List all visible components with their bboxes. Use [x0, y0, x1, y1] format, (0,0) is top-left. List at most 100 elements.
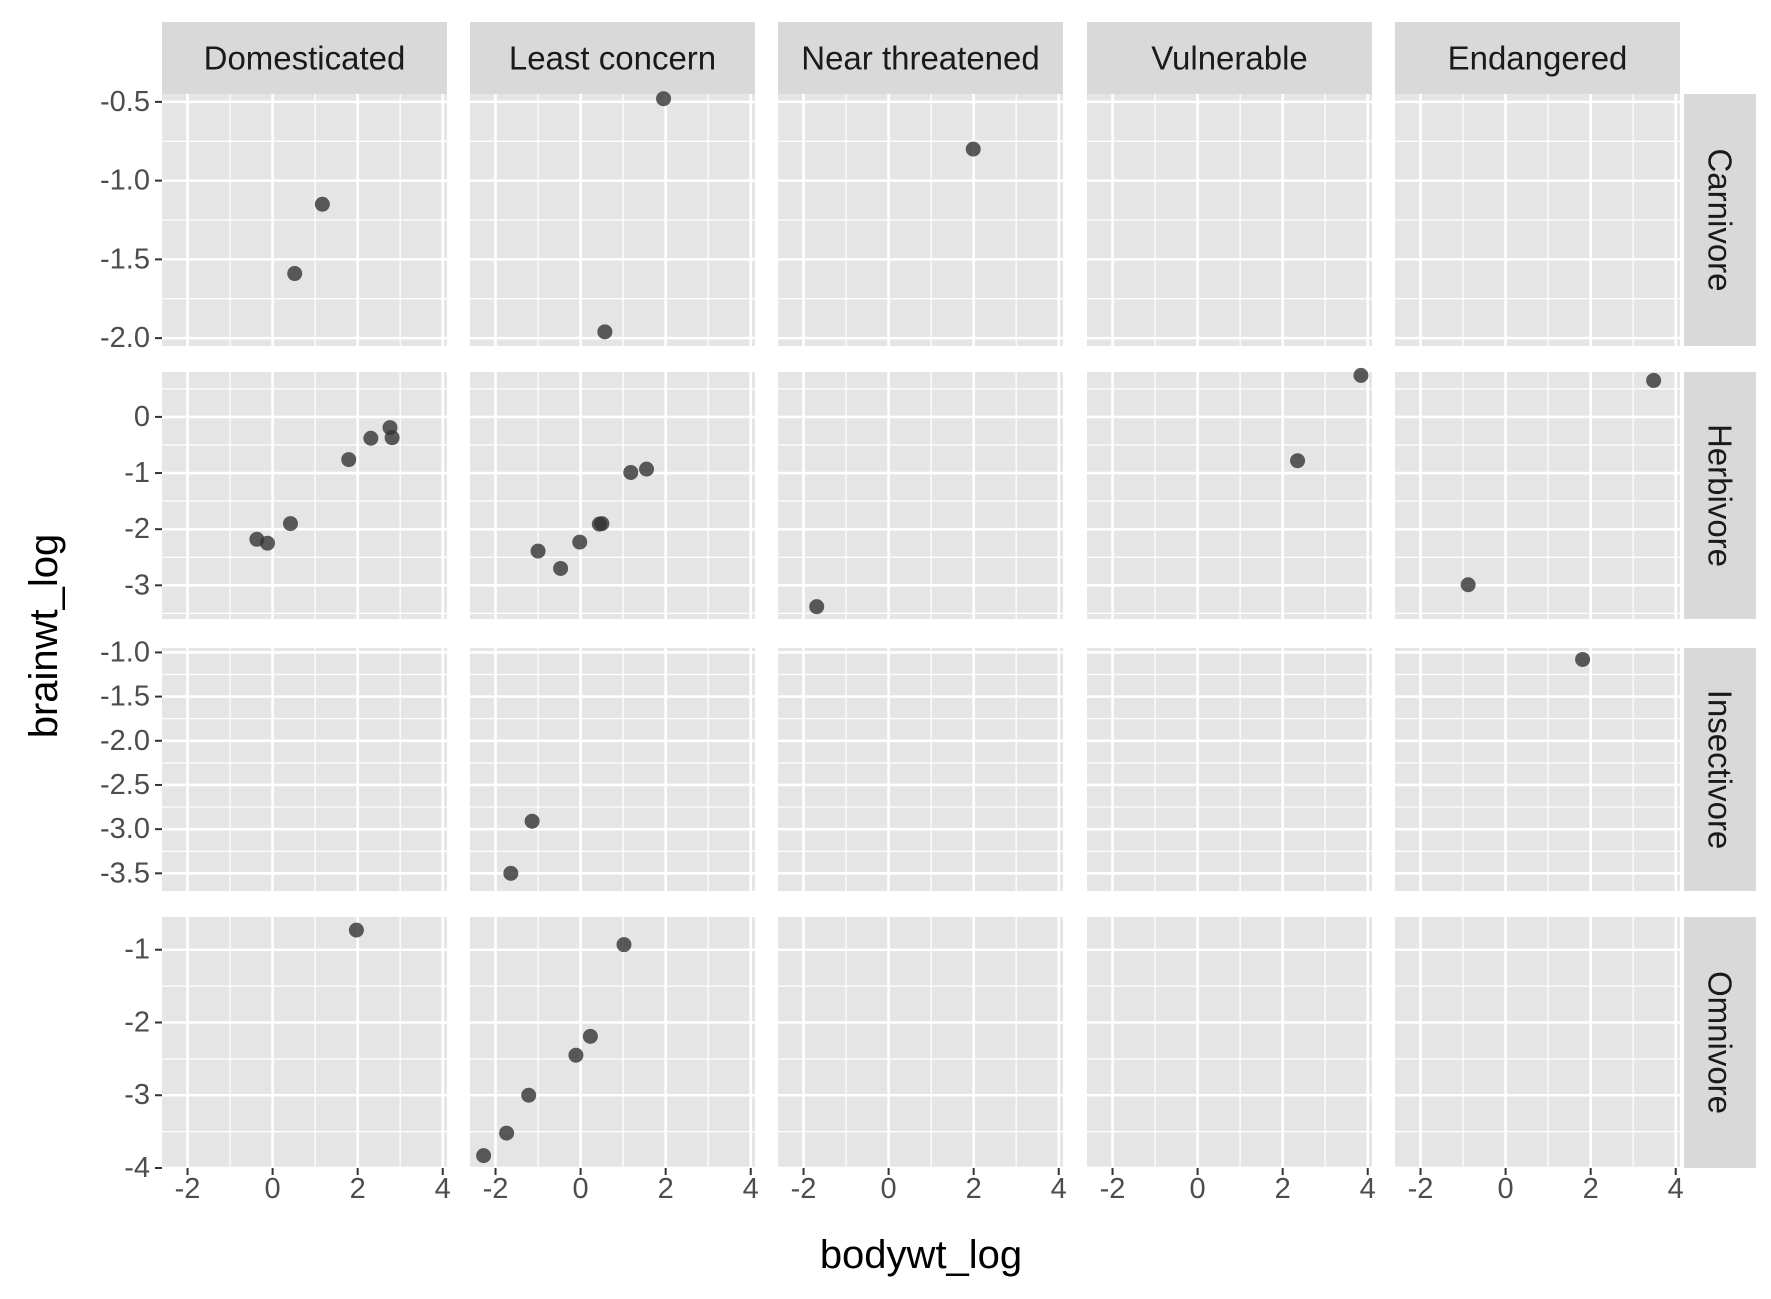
y-tick-label: -4 — [124, 1152, 150, 1184]
y-tick-label: -1.0 — [100, 636, 150, 668]
panel-near-threatened-herbivore — [778, 372, 1063, 619]
col-strip-domesticated — [162, 22, 447, 94]
y-tick-label: -3.0 — [100, 813, 150, 845]
col-strip-label-endangered: Endangered — [1448, 40, 1628, 77]
y-tick-label: -3 — [124, 569, 150, 601]
x-axis-title: bodywt_log — [820, 1233, 1022, 1277]
data-point — [530, 543, 546, 559]
data-point — [553, 560, 569, 576]
x-tick-label: 2 — [350, 1173, 366, 1205]
data-point — [314, 196, 330, 212]
panel-vulnerable-herbivore — [1087, 372, 1372, 619]
col-strip-label-near-threatened: Near threatened — [801, 40, 1040, 77]
data-point — [582, 1028, 598, 1044]
col-strip-endangered — [1395, 22, 1680, 94]
data-point — [521, 1087, 537, 1103]
data-point — [287, 266, 303, 282]
y-tick-label: -2.5 — [100, 769, 150, 801]
row-strip-label-herbivore: Herbivore — [1702, 424, 1739, 567]
row-strip-label-insectivore: Insectivore — [1702, 690, 1739, 850]
panel-endangered-herbivore — [1395, 372, 1680, 619]
y-tick-label: -3.5 — [100, 857, 150, 889]
y-tick-label: -3 — [124, 1079, 150, 1111]
x-tick-label: -2 — [791, 1173, 817, 1205]
y-tick-label: 0 — [134, 401, 150, 433]
row-strip-insectivore — [1684, 648, 1756, 891]
x-tick-label: 4 — [1051, 1173, 1067, 1205]
data-point — [476, 1148, 492, 1164]
panel-least-concern-herbivore — [470, 372, 755, 619]
data-point — [594, 516, 610, 532]
data-point — [809, 599, 825, 615]
panel-domesticated-omnivore — [162, 917, 447, 1168]
panel-least-concern-insectivore — [470, 648, 755, 891]
data-point — [965, 141, 981, 157]
panel-near-threatened-insectivore — [778, 648, 1063, 891]
y-tick-label: -2 — [124, 1006, 150, 1038]
data-point — [568, 1047, 584, 1063]
x-tick-label: 0 — [1190, 1173, 1206, 1205]
x-tick-label: 0 — [1498, 1173, 1514, 1205]
x-tick-label: -2 — [483, 1173, 509, 1205]
row-strip-omnivore — [1684, 917, 1756, 1168]
data-point — [524, 813, 540, 829]
data-point — [623, 464, 639, 480]
col-strip-label-domesticated: Domesticated — [204, 40, 406, 77]
data-point — [1353, 367, 1369, 383]
data-point — [1575, 651, 1591, 667]
col-strip-vulnerable — [1087, 22, 1372, 94]
x-tick-label: 4 — [743, 1173, 759, 1205]
data-point — [656, 91, 672, 107]
x-tick-label: -2 — [175, 1173, 201, 1205]
col-strip-near-threatened — [778, 22, 1063, 94]
data-point — [503, 865, 519, 881]
col-strip-least-concern — [470, 22, 755, 94]
x-tick-label: 2 — [966, 1173, 982, 1205]
y-tick-label: -1.5 — [100, 681, 150, 713]
panel-vulnerable-insectivore — [1087, 648, 1372, 891]
y-tick-label: -1.0 — [100, 165, 150, 197]
panel-near-threatened-omnivore — [778, 917, 1063, 1168]
points-layer — [249, 91, 1662, 1164]
x-tick-label: 0 — [881, 1173, 897, 1205]
x-tick-label: 2 — [1275, 1173, 1291, 1205]
data-point — [348, 922, 364, 938]
panel-domesticated-herbivore — [162, 372, 447, 619]
panel-domesticated-insectivore — [162, 648, 447, 891]
y-tick-label: -2.0 — [100, 725, 150, 757]
panel-least-concern-omnivore — [470, 917, 755, 1168]
y-tick-label: -2.0 — [100, 322, 150, 354]
data-point — [259, 535, 275, 551]
row-strip-carnivore — [1684, 94, 1756, 346]
x-tick-label: 2 — [1583, 1173, 1599, 1205]
data-point — [1290, 453, 1306, 469]
data-point — [282, 516, 298, 532]
row-strip-label-carnivore: Carnivore — [1702, 148, 1739, 291]
x-tick-label: 2 — [658, 1173, 674, 1205]
panel-vulnerable-omnivore — [1087, 917, 1372, 1168]
data-point — [363, 430, 379, 446]
axes-layer: -0.5 -1.0 -1.5 -2.0 0 -1 -2 -3 -1.0 -1.5 -2.0 -2.5 -… — [100, 86, 1684, 1205]
x-tick-label: 4 — [435, 1173, 451, 1205]
panel-endangered-insectivore — [1395, 648, 1680, 891]
y-tick-label: -1 — [124, 934, 150, 966]
x-tick-label: -2 — [1408, 1173, 1434, 1205]
data-point — [597, 324, 613, 340]
data-point — [572, 534, 588, 550]
y-axis-title: brainwt_log — [22, 534, 66, 739]
facet-strips-layer: Carnivore Herbivore Insectivore Omnivore Dom… — [162, 22, 1756, 1168]
data-point — [341, 452, 357, 468]
y-tick-label: -1 — [124, 457, 150, 489]
data-point — [1460, 577, 1476, 593]
x-tick-label: -2 — [1100, 1173, 1126, 1205]
x-tick-label: 0 — [265, 1173, 281, 1205]
panels-layer — [162, 94, 1680, 1170]
y-tick-label: -2 — [124, 513, 150, 545]
row-strip-label-omnivore: Omnivore — [1702, 971, 1739, 1114]
data-point — [499, 1125, 515, 1141]
col-strip-label-vulnerable: Vulnerable — [1151, 40, 1308, 77]
panel-endangered-omnivore — [1395, 917, 1680, 1168]
x-tick-label: 4 — [1668, 1173, 1684, 1205]
y-tick-label: -1.5 — [100, 243, 150, 275]
